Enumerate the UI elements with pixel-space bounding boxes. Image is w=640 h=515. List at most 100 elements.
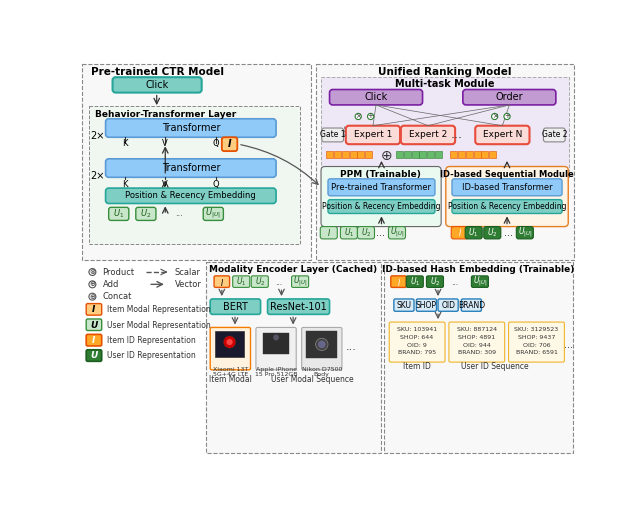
Bar (384, 262, 573, 453)
Text: $U_1$: $U_1$ (236, 276, 246, 288)
Bar (412, 151, 419, 158)
Text: ...: ... (564, 340, 573, 350)
Circle shape (227, 339, 233, 345)
FancyBboxPatch shape (86, 303, 102, 315)
Text: PPM (Trainable): PPM (Trainable) (340, 170, 421, 179)
FancyBboxPatch shape (214, 276, 230, 287)
Text: V: V (163, 139, 168, 148)
FancyBboxPatch shape (86, 334, 102, 346)
Circle shape (367, 113, 374, 119)
Text: Item ID Representation: Item ID Representation (107, 336, 196, 345)
FancyBboxPatch shape (358, 227, 374, 239)
Text: 2×: 2× (90, 171, 104, 181)
FancyBboxPatch shape (222, 138, 237, 151)
FancyBboxPatch shape (389, 322, 445, 362)
FancyBboxPatch shape (388, 227, 406, 239)
Text: Transformer: Transformer (161, 163, 220, 173)
FancyBboxPatch shape (204, 208, 223, 220)
Text: SKU: SKU (396, 301, 412, 310)
FancyBboxPatch shape (106, 119, 276, 138)
FancyBboxPatch shape (465, 227, 482, 239)
FancyBboxPatch shape (268, 299, 330, 314)
FancyBboxPatch shape (210, 299, 260, 314)
FancyBboxPatch shape (446, 166, 568, 227)
FancyBboxPatch shape (461, 299, 481, 311)
Text: Position & Recency Embedding: Position & Recency Embedding (125, 191, 256, 200)
Text: Behavior-Transformer Layer: Behavior-Transformer Layer (95, 110, 236, 118)
FancyBboxPatch shape (346, 126, 400, 144)
Bar (435, 151, 442, 158)
Text: SHOP: SHOP (416, 301, 437, 310)
FancyBboxPatch shape (340, 227, 358, 239)
Bar (458, 151, 465, 158)
FancyBboxPatch shape (109, 208, 129, 220)
Text: User ID Representation: User ID Representation (107, 351, 196, 360)
Text: ⊕: ⊕ (90, 281, 95, 287)
Bar (428, 151, 434, 158)
Text: Transformer: Transformer (161, 123, 220, 133)
Text: $U_2$: $U_2$ (140, 207, 152, 220)
Text: ⊕: ⊕ (90, 294, 95, 300)
Text: Item Modal Representation: Item Modal Representation (107, 305, 211, 314)
Text: $I$: $I$ (458, 227, 462, 238)
FancyBboxPatch shape (322, 128, 344, 142)
Circle shape (355, 113, 362, 119)
Bar (481, 151, 488, 158)
Text: OID: 9: OID: 9 (407, 342, 427, 348)
Bar (326, 151, 333, 158)
FancyBboxPatch shape (321, 166, 441, 227)
Text: ...: ... (452, 278, 459, 286)
Circle shape (223, 336, 236, 348)
Text: OID: 706: OID: 706 (523, 342, 550, 348)
Text: $U_{|U|}$: $U_{|U|}$ (473, 275, 487, 289)
Text: SKU: 3129523: SKU: 3129523 (515, 327, 559, 332)
Bar (358, 151, 364, 158)
Text: $U_{|U|}$: $U_{|U|}$ (390, 226, 404, 240)
Text: Body: Body (314, 372, 330, 377)
FancyBboxPatch shape (438, 299, 458, 311)
Text: SKU: 887124: SKU: 887124 (457, 327, 497, 332)
FancyBboxPatch shape (113, 77, 202, 93)
Text: Position & Recency Embedding: Position & Recency Embedding (322, 202, 441, 211)
FancyBboxPatch shape (426, 276, 444, 287)
Text: ResNet-101: ResNet-101 (270, 302, 327, 312)
Bar (342, 151, 349, 158)
Text: Pre-trained Transformer: Pre-trained Transformer (332, 183, 431, 192)
Text: $U_1$: $U_1$ (410, 276, 420, 288)
FancyBboxPatch shape (394, 299, 414, 311)
Text: OID: 944: OID: 944 (463, 342, 491, 348)
Text: $U_2$: $U_2$ (429, 276, 440, 288)
Bar (474, 151, 481, 158)
FancyBboxPatch shape (484, 227, 501, 239)
Text: ID-based Sequential Module: ID-based Sequential Module (440, 170, 574, 179)
FancyBboxPatch shape (86, 350, 102, 362)
Text: Apple iPhone: Apple iPhone (255, 367, 296, 372)
Text: ×: × (492, 113, 497, 119)
FancyBboxPatch shape (210, 328, 250, 370)
Text: Pre-trained CTR Model: Pre-trained CTR Model (91, 67, 224, 77)
FancyBboxPatch shape (472, 276, 488, 287)
Text: BRAND: 795: BRAND: 795 (398, 350, 436, 355)
FancyBboxPatch shape (106, 159, 276, 177)
Text: ...: ... (276, 278, 283, 286)
FancyBboxPatch shape (516, 227, 533, 239)
Text: ID-based Transformer: ID-based Transformer (461, 183, 552, 192)
Bar (90, 107, 300, 244)
Text: ...: ... (346, 342, 356, 352)
Text: BERT: BERT (223, 302, 248, 312)
FancyBboxPatch shape (452, 179, 562, 196)
Text: Expert 2: Expert 2 (409, 130, 447, 140)
Text: User Modal Representation: User Modal Representation (107, 321, 211, 330)
Text: SHOP: 644: SHOP: 644 (401, 335, 434, 340)
Text: Q: Q (212, 139, 219, 148)
FancyBboxPatch shape (86, 319, 102, 331)
Text: $U_1$: $U_1$ (113, 207, 124, 220)
Text: K: K (122, 139, 128, 148)
FancyBboxPatch shape (328, 179, 435, 196)
Bar (83, 64, 311, 261)
Bar (307, 331, 337, 358)
Circle shape (492, 113, 498, 119)
Text: 2×: 2× (90, 131, 104, 142)
FancyBboxPatch shape (256, 328, 296, 370)
FancyBboxPatch shape (328, 200, 435, 214)
